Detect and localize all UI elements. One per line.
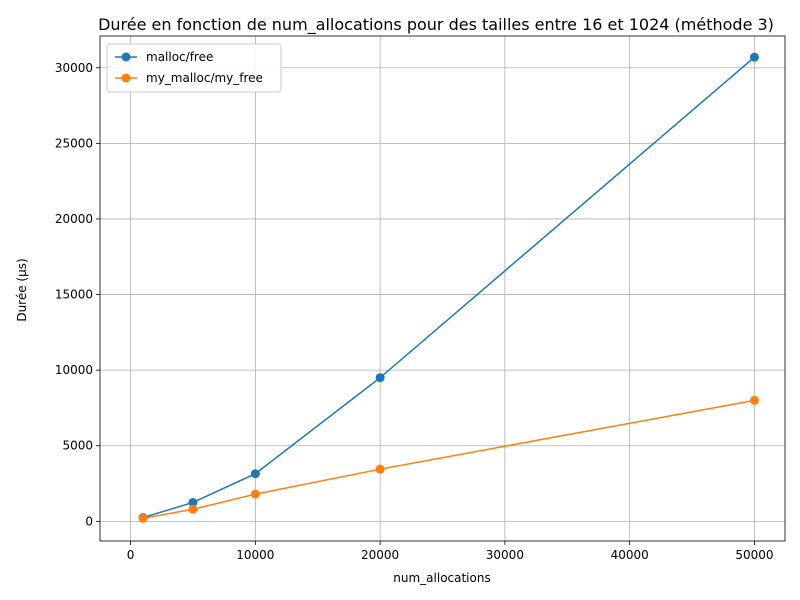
plot-frame — [99, 35, 786, 542]
data-point-1 — [188, 504, 198, 514]
legend-swatch-marker — [121, 52, 131, 62]
x-axis-label: num_allocations — [393, 571, 490, 585]
y-tick-label: 20000 — [55, 212, 93, 226]
data-point-1 — [138, 513, 148, 523]
x-tick-label: 40000 — [611, 548, 649, 562]
legend-swatch-marker — [121, 73, 131, 83]
data-point-1 — [749, 395, 759, 405]
series-line-1 — [142, 399, 755, 520]
y-tick-label: 30000 — [55, 61, 93, 75]
y-tick-label: 10000 — [55, 363, 93, 377]
legend: malloc/free my_malloc/my_free — [106, 43, 282, 93]
data-point-1 — [250, 489, 260, 499]
y-tick-label: 25000 — [55, 136, 93, 150]
y-tick-label: 5000 — [62, 439, 93, 453]
legend-label: my_malloc/my_free — [146, 71, 263, 85]
x-tick-label: 20000 — [361, 548, 399, 562]
y-axis-label: Durée (µs) — [15, 258, 29, 321]
data-point-0 — [250, 469, 260, 479]
data-point-0 — [749, 52, 759, 62]
grid — [100, 36, 785, 541]
data-point-1 — [375, 464, 385, 474]
x-axis: 0 10000 20000 30000 40000 50000 — [127, 541, 774, 562]
x-tick-label: 50000 — [735, 548, 773, 562]
y-axis: 0 5000 10000 15000 20000 25000 30000 — [55, 61, 100, 528]
chart-title: Durée en fonction de num_allocations pou… — [98, 15, 774, 35]
data-point-0 — [375, 373, 385, 383]
series-lines — [138, 52, 759, 523]
y-tick-label: 15000 — [55, 288, 93, 302]
x-tick-label: 10000 — [236, 548, 274, 562]
legend-label: malloc/free — [146, 50, 213, 64]
data-point-0 — [188, 497, 198, 507]
y-tick-label: 0 — [85, 514, 93, 528]
legend-box — [106, 43, 282, 93]
x-tick-label: 0 — [127, 548, 135, 562]
series-line-0 — [142, 56, 755, 519]
x-tick-label: 30000 — [486, 548, 524, 562]
